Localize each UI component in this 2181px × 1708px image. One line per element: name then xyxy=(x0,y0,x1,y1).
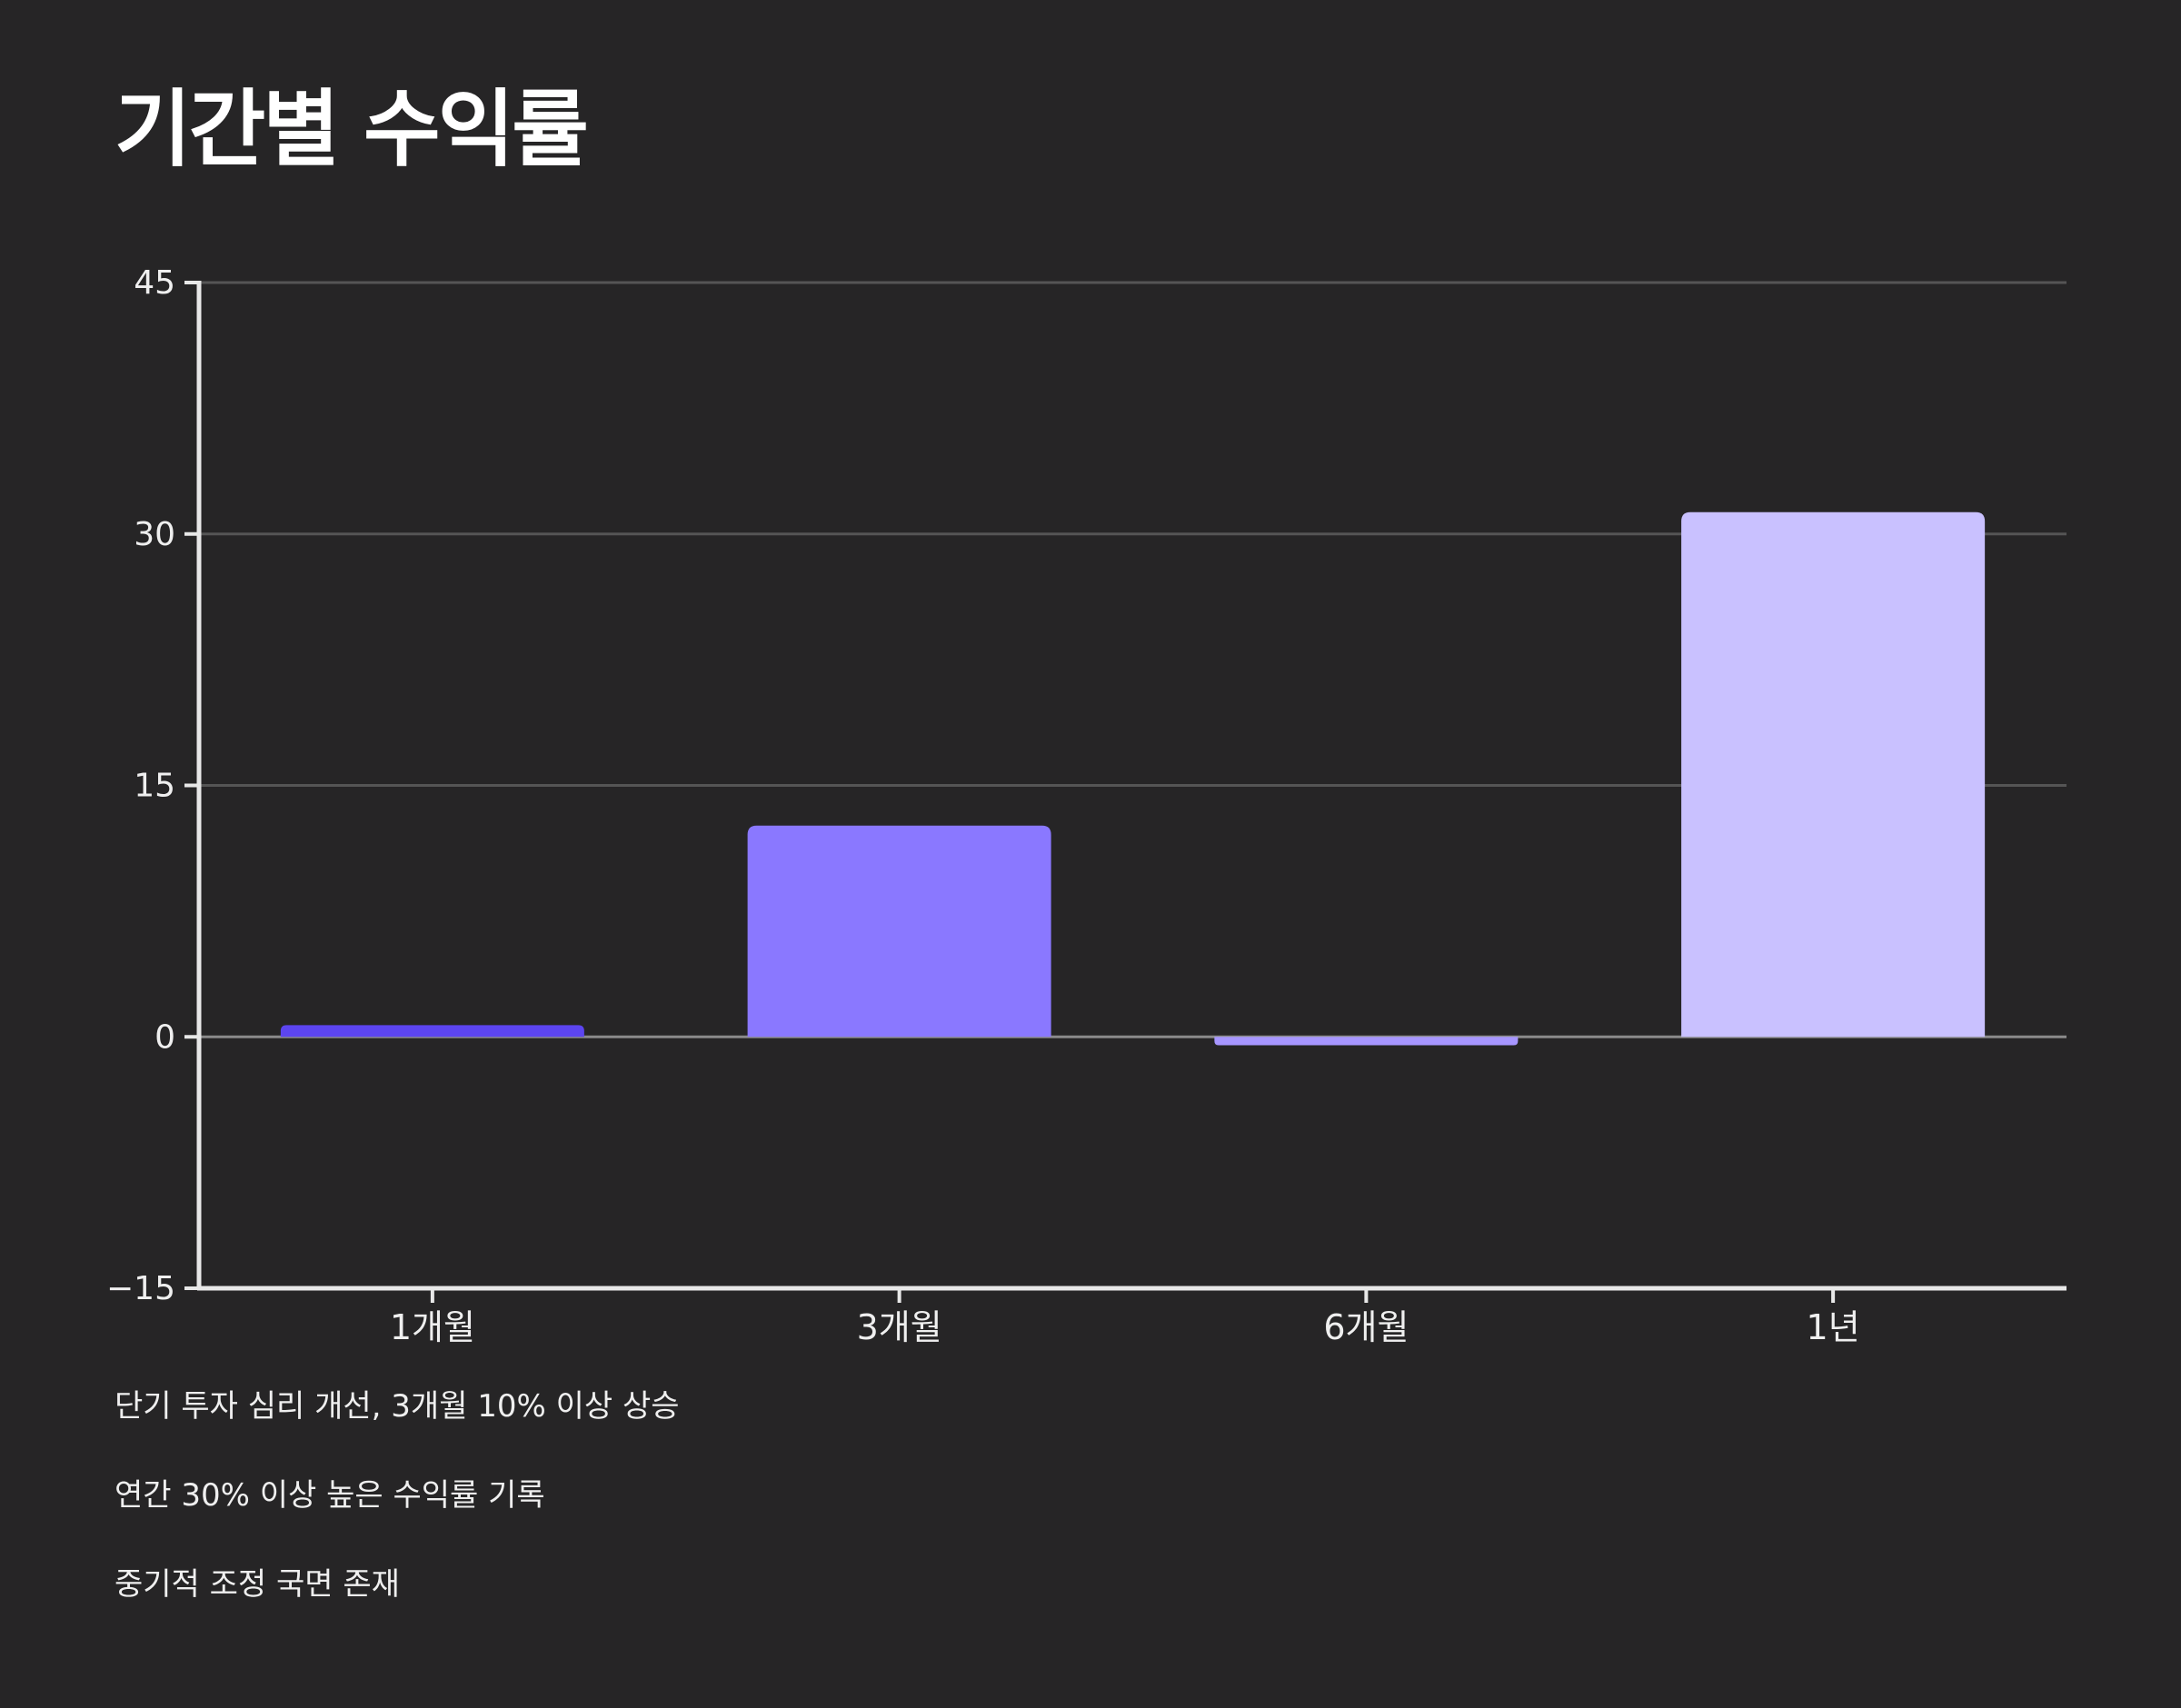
chart-title: 기간별 수익률 xyxy=(115,81,589,178)
annotation-list: 단기 투자 심리 개선, 3개월 10% 이상 상승 연간 30% 이상 높은 … xyxy=(115,1388,680,1655)
y-tick-label: 15 xyxy=(134,768,175,805)
y-tick-label: 0 xyxy=(154,1018,175,1056)
annotation-mid-term: 중기적 조정 국면 존재 xyxy=(115,1566,400,1603)
y-tick-label: 30 xyxy=(134,516,175,553)
bar-1 xyxy=(280,1025,584,1038)
x-tick-label: 1개월 xyxy=(390,1307,475,1347)
y-tick-label: 45 xyxy=(134,264,175,302)
axes xyxy=(184,281,2066,1303)
x-tick-label: 6개월 xyxy=(1323,1307,1409,1347)
bar-4 xyxy=(1681,511,1986,1038)
bar-3 xyxy=(1214,1037,1519,1046)
x-tick-label: 3개월 xyxy=(857,1307,942,1347)
tick-labels: 45 30 15 0 −15 1개월 3개월 6개월 1년 xyxy=(106,264,1860,1347)
bar-chart: 45 30 15 0 −15 1개월 3개월 6개월 1년 xyxy=(106,264,2066,1347)
annotation-annual: 연간 30% 이상 높은 수익률 기록 xyxy=(115,1477,545,1514)
annotation-short-term: 단기 투자 심리 개선, 3개월 10% 이상 상승 xyxy=(115,1388,680,1425)
bar-2 xyxy=(747,825,1051,1038)
bars xyxy=(280,511,1986,1046)
x-tick-label: 1년 xyxy=(1807,1307,1860,1347)
y-tick-label: −15 xyxy=(106,1270,175,1307)
